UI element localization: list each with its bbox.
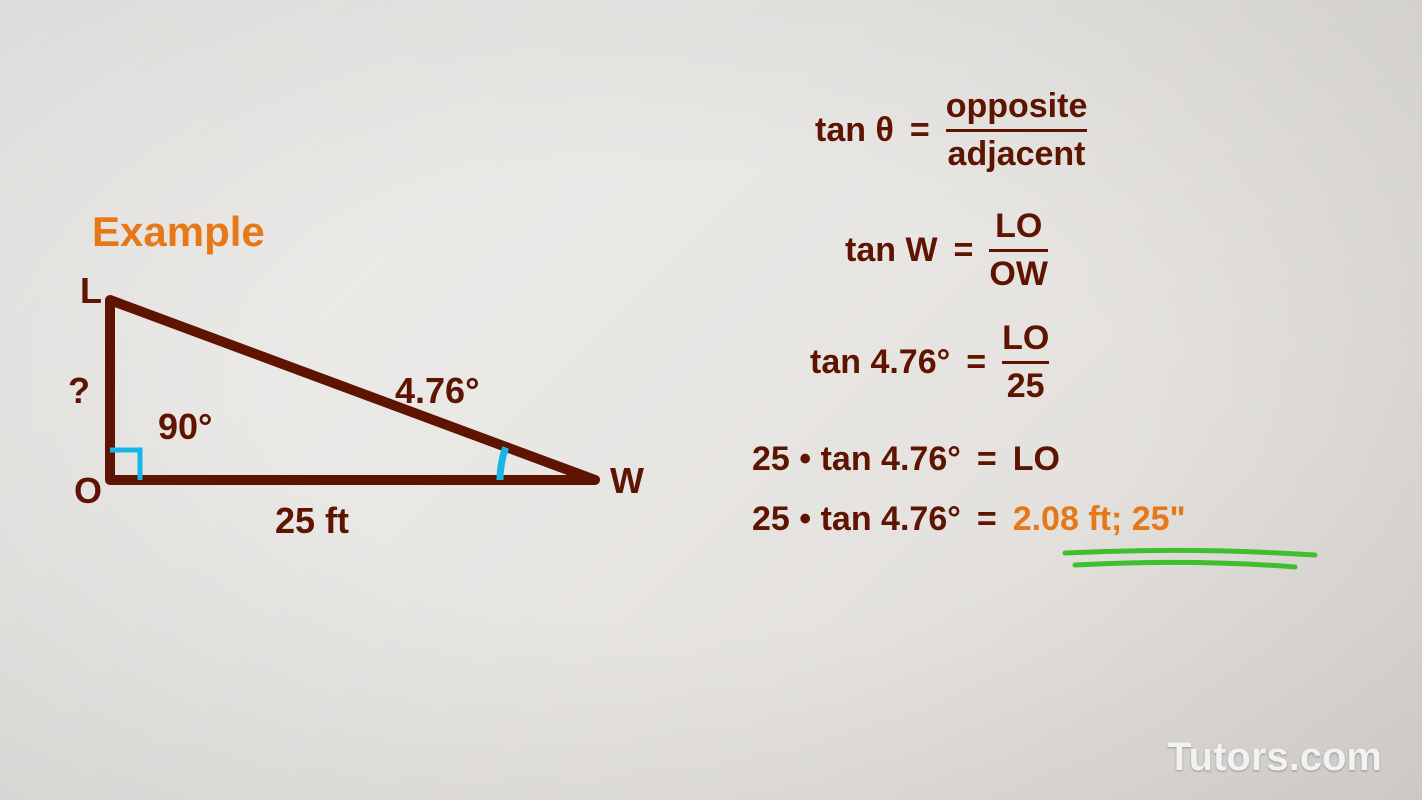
- right-angle-square: [110, 450, 140, 480]
- eq3-numerator: LO: [1002, 320, 1049, 357]
- angle-w-label: 4.76°: [395, 370, 479, 412]
- answer-underline: [1060, 545, 1320, 575]
- eq4-equals: =: [977, 440, 997, 479]
- eq4-rhs: LO: [1013, 440, 1060, 479]
- triangle-diagram: [0, 0, 1422, 800]
- eq3-denominator: 25: [1007, 368, 1045, 405]
- equation-answer: 25 • tan 4.76° = 2.08 ft; 25": [752, 500, 1186, 539]
- vertex-l-label: L: [80, 270, 102, 312]
- eq5-answer-value: 2.08 ft; 25": [1013, 500, 1186, 539]
- eq5-equals: =: [977, 500, 997, 539]
- equation-solved-for-lo: 25 • tan 4.76° = LO: [752, 440, 1060, 479]
- eq2-fraction-bar: [989, 249, 1048, 252]
- eq2-numerator: LO: [995, 208, 1042, 245]
- eq3-fraction: LO 25: [1002, 320, 1049, 406]
- eq2-equals: =: [954, 231, 974, 270]
- eq1-numerator: opposite: [946, 88, 1088, 125]
- equation-tan-w: tan W = LO OW: [845, 208, 1048, 294]
- triangle-shape: [110, 300, 595, 480]
- example-title: Example: [92, 208, 265, 256]
- eq3-fraction-bar: [1002, 361, 1049, 364]
- eq2-denominator: OW: [989, 256, 1048, 293]
- vertex-o-label: O: [74, 470, 102, 512]
- eq1-equals: =: [910, 111, 930, 150]
- unknown-side-label: ?: [68, 370, 90, 412]
- eq1-lhs: tan θ: [815, 111, 894, 150]
- eq3-equals: =: [966, 343, 986, 382]
- vertex-w-label: W: [610, 460, 644, 502]
- angle-w-arc: [500, 448, 506, 480]
- base-length-label: 25 ft: [275, 500, 349, 542]
- equation-tan-substituted: tan 4.76° = LO 25: [810, 320, 1049, 406]
- eq2-lhs: tan W: [845, 231, 938, 270]
- eq5-lhs: 25 • tan 4.76°: [752, 500, 961, 539]
- eq1-fraction: opposite adjacent: [946, 88, 1088, 174]
- eq1-denominator: adjacent: [948, 136, 1086, 173]
- eq4-lhs: 25 • tan 4.76°: [752, 440, 961, 479]
- right-angle-label: 90°: [158, 406, 212, 448]
- eq2-fraction: LO OW: [989, 208, 1048, 294]
- eq3-lhs: tan 4.76°: [810, 343, 950, 382]
- tutors-watermark: Tutors.com: [1167, 735, 1382, 780]
- equation-tan-definition: tan θ = opposite adjacent: [815, 88, 1087, 174]
- eq1-fraction-bar: [946, 129, 1088, 132]
- background-vignette: [0, 0, 1422, 800]
